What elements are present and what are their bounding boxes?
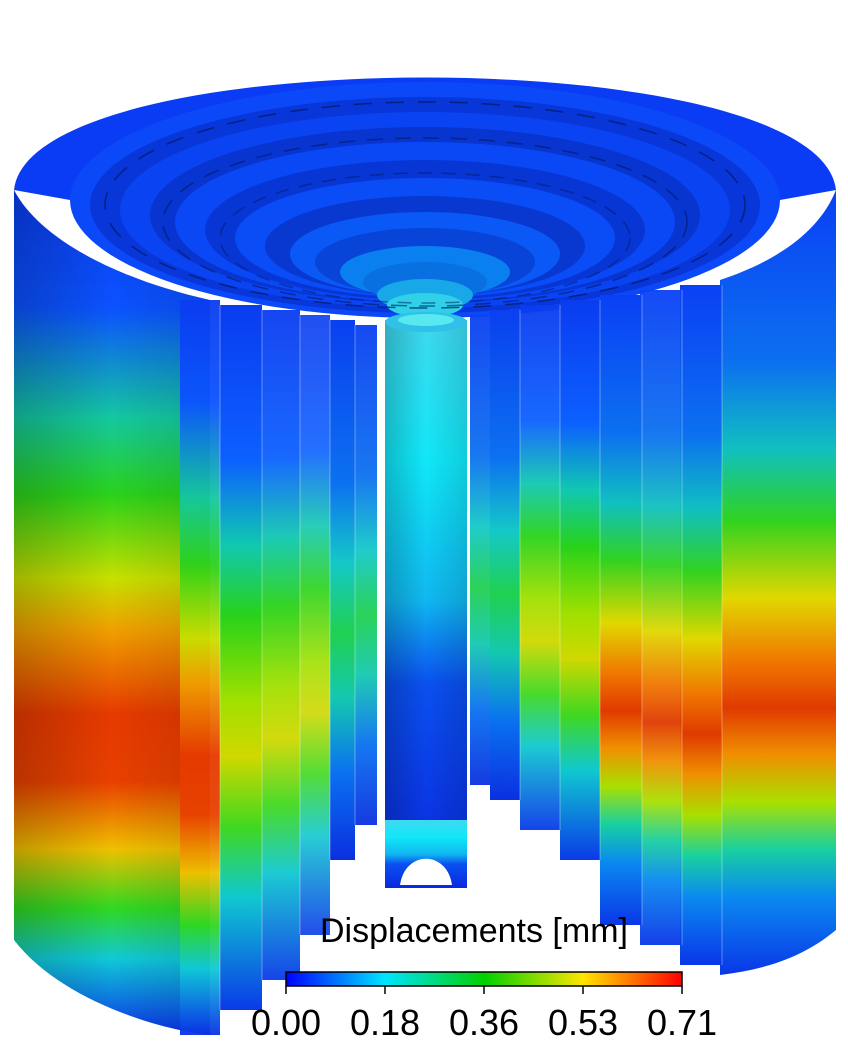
legend-colorbar: [285, 971, 683, 994]
right-shell-walls: [470, 190, 836, 975]
legend-title: Displacements [mm]: [320, 912, 628, 950]
legend-tick-label: 0.53: [547, 1002, 619, 1043]
central-core-pipe: [385, 312, 467, 880]
left-shell-walls: [14, 190, 377, 1035]
legend-tick-label: 0.71: [646, 1002, 718, 1043]
legend-tick-label: 0.18: [349, 1002, 421, 1043]
legend-tick-label: 0.00: [250, 1002, 322, 1043]
top-rings: [14, 77, 836, 318]
legend-tick-label: 0.36: [448, 1002, 520, 1043]
